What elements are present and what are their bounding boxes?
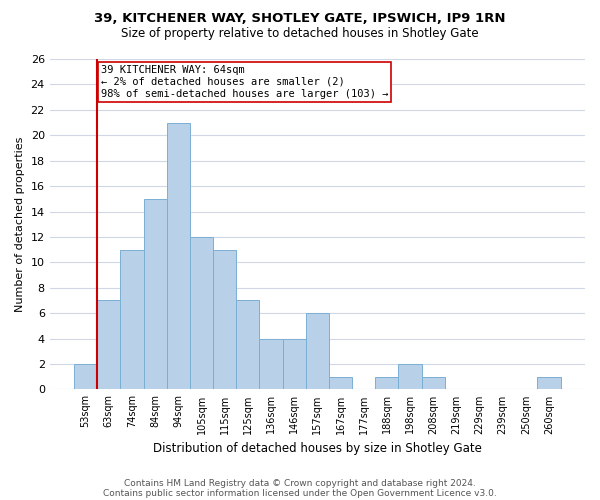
Bar: [538, 376, 560, 390]
Bar: [97, 300, 121, 390]
Text: Contains HM Land Registry data © Crown copyright and database right 2024.: Contains HM Land Registry data © Crown c…: [124, 478, 476, 488]
Text: Contains public sector information licensed under the Open Government Licence v3: Contains public sector information licen…: [103, 488, 497, 498]
Text: 39 KITCHENER WAY: 64sqm
← 2% of detached houses are smaller (2)
98% of semi-deta: 39 KITCHENER WAY: 64sqm ← 2% of detached…: [101, 66, 388, 98]
Bar: [74, 364, 97, 390]
Bar: [236, 300, 259, 390]
Bar: [190, 237, 213, 390]
Bar: [283, 338, 306, 390]
Bar: [259, 338, 283, 390]
Text: Size of property relative to detached houses in Shotley Gate: Size of property relative to detached ho…: [121, 28, 479, 40]
Bar: [167, 122, 190, 390]
X-axis label: Distribution of detached houses by size in Shotley Gate: Distribution of detached houses by size …: [153, 442, 482, 455]
Text: 39, KITCHENER WAY, SHOTLEY GATE, IPSWICH, IP9 1RN: 39, KITCHENER WAY, SHOTLEY GATE, IPSWICH…: [94, 12, 506, 26]
Bar: [422, 376, 445, 390]
Bar: [143, 199, 167, 390]
Bar: [121, 250, 143, 390]
Bar: [329, 376, 352, 390]
Y-axis label: Number of detached properties: Number of detached properties: [15, 136, 25, 312]
Bar: [375, 376, 398, 390]
Bar: [398, 364, 422, 390]
Bar: [213, 250, 236, 390]
Bar: [306, 313, 329, 390]
